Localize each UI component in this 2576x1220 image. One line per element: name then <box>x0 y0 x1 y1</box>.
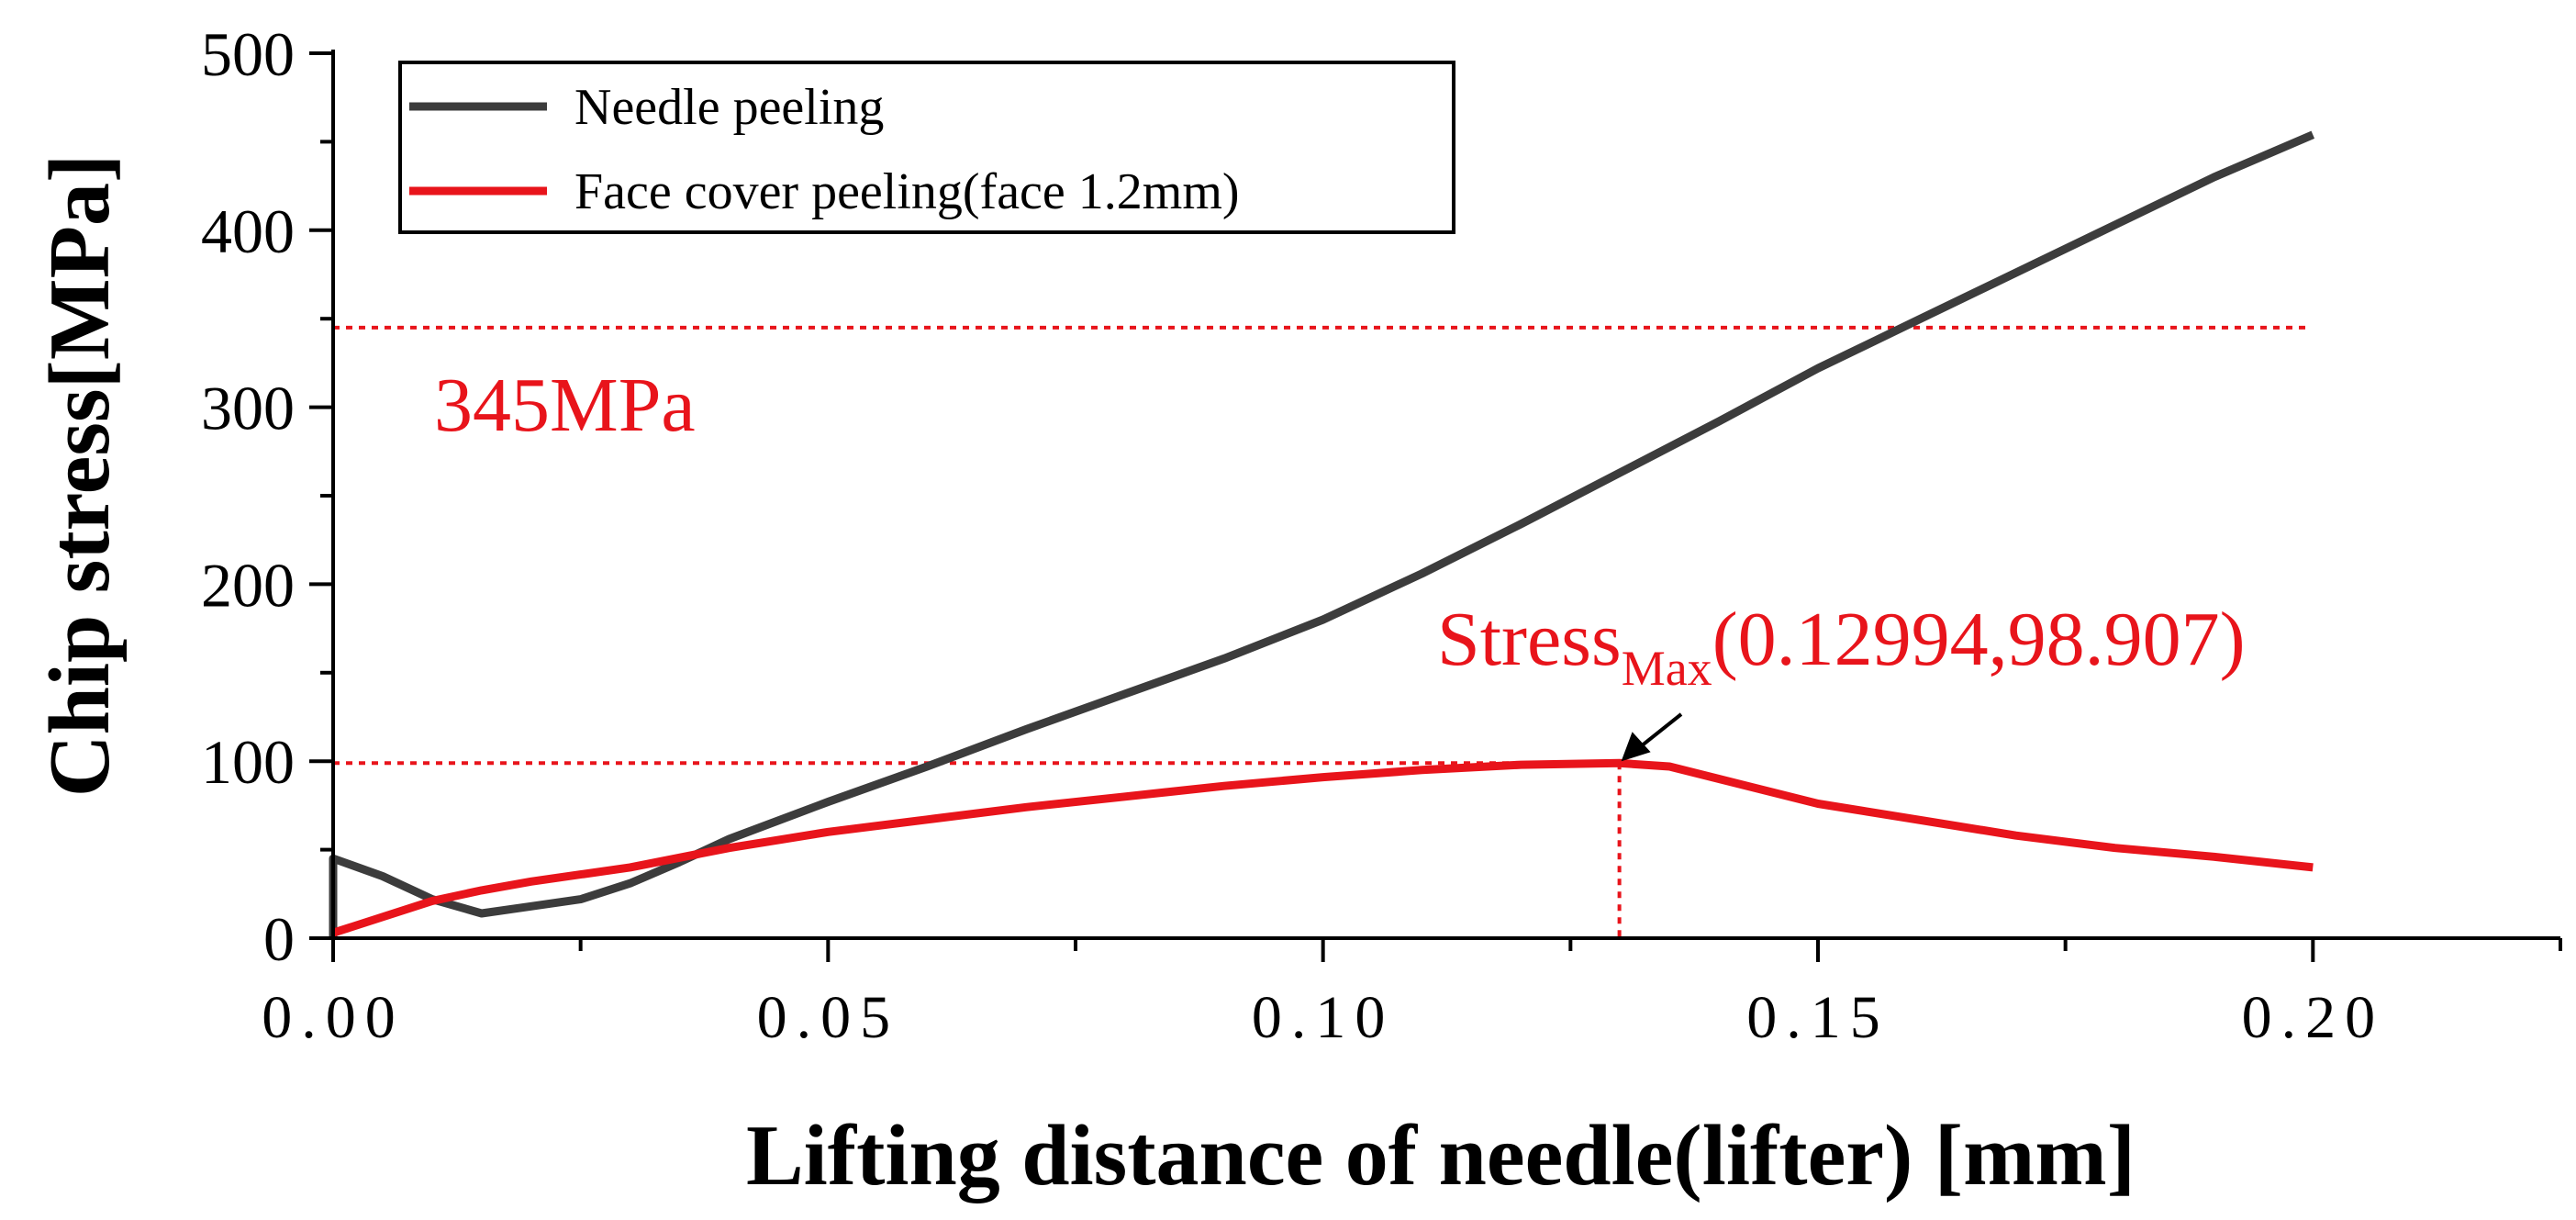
x-tick-label-0: 0.00 <box>262 984 405 1051</box>
stress-max-arrow-head <box>1621 732 1651 762</box>
x-axis-title: Lifting distance of needle(lifter) [mm] <box>746 1108 2136 1203</box>
x-tick-label-4: 0.20 <box>2242 984 2385 1051</box>
series-line-needle-peeling <box>329 130 2315 938</box>
annotations: StressMax(0.12994,98.907) <box>1437 597 2246 762</box>
y-tick-label-100: 100 <box>201 727 295 797</box>
y-tick-label-200: 200 <box>201 550 295 620</box>
x-tick-label-2: 0.10 <box>1252 984 1395 1051</box>
x-tick-label-1: 0.05 <box>757 984 900 1051</box>
x-tick-label-3: 0.15 <box>1746 984 1890 1051</box>
legend-box <box>398 61 1455 234</box>
y-axis-title: Chip stress[MPa] <box>32 154 128 798</box>
reference-lines: 345MPa <box>333 325 2311 938</box>
series-layer <box>329 130 2315 938</box>
legend-label-0: Needle peeling <box>574 79 884 136</box>
stress-max-label: StressMax(0.12994,98.907) <box>1437 597 2246 696</box>
y-tick-label-0: 0 <box>263 904 295 974</box>
y-tick-label-400: 400 <box>201 196 295 266</box>
legend: Needle peeling Face cover peeling(face 1.… <box>398 61 1455 234</box>
stress-max-arrow-shaft <box>1634 712 1683 752</box>
y-tick-label-300: 300 <box>201 374 295 443</box>
ticks: 0 100 200 300 400 500 0.00 0.05 0.10 0.15 0.20 <box>201 19 2562 1051</box>
reference-label-345mpa: 345MPa <box>434 363 696 448</box>
legend-label-1: Face cover peeling(face 1.2mm) <box>574 163 1240 220</box>
y-tick-label-500: 500 <box>201 19 295 89</box>
series-line-face-cover-peeling <box>331 758 2314 937</box>
